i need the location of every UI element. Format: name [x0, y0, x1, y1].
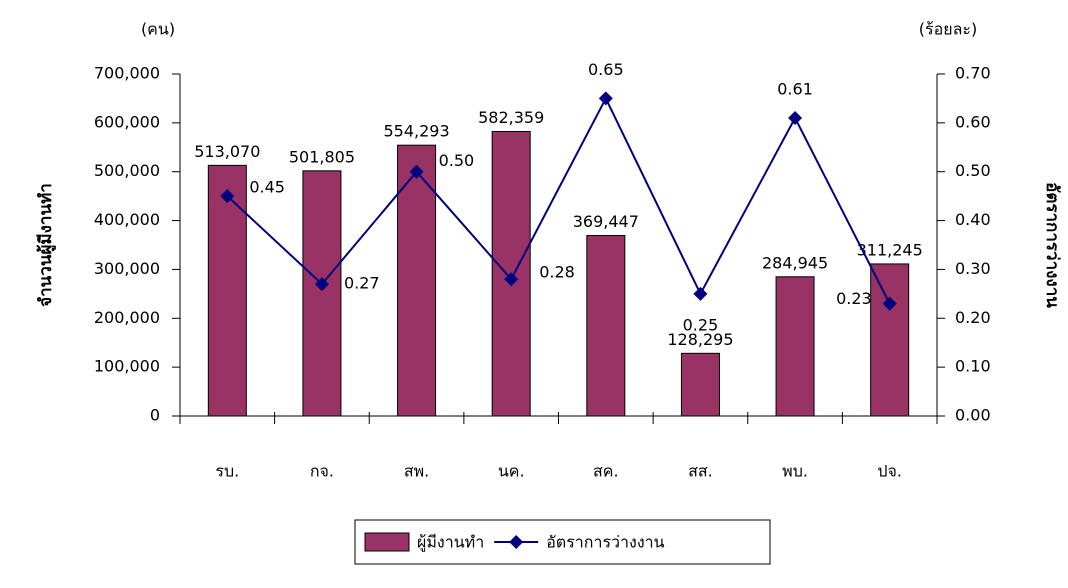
bar-value-label: 128,295 — [667, 330, 733, 349]
line-value-label: 0.28 — [539, 263, 575, 282]
bar-value-label: 311,245 — [857, 240, 923, 259]
line-marker — [409, 164, 424, 179]
y2-tick-label: 0.30 — [955, 259, 991, 278]
line — [226, 96, 891, 305]
bar-value-label: 501,805 — [289, 147, 355, 166]
legend-label: อัตราการว่างงาน — [546, 533, 664, 552]
bar — [397, 144, 437, 417]
line-marker — [882, 296, 897, 311]
line-value-label: 0.61 — [777, 79, 813, 98]
line-marker — [788, 110, 803, 125]
bar — [302, 170, 342, 417]
y-tick-label: 500,000 — [94, 161, 160, 180]
line-value-label: 0.45 — [249, 178, 285, 197]
line-marker — [693, 286, 708, 301]
x-tick-label: รบ. — [215, 462, 239, 481]
y2-unit: (ร้อยละ) — [919, 20, 977, 39]
y-tick-label: 100,000 — [94, 357, 160, 376]
y-tick-label: 200,000 — [94, 308, 160, 327]
y2-tick-label: 0.20 — [955, 308, 991, 327]
bar-value-label: 582,359 — [478, 108, 544, 127]
line-marker — [598, 91, 613, 106]
bar-value-label: 554,293 — [383, 122, 449, 141]
line-value-label: 0.65 — [588, 60, 624, 79]
y-axis-title: จำนวนผู้มีงานทำ — [35, 183, 57, 307]
x-tick-label: นค. — [498, 462, 525, 481]
y2-tick-label: 0.60 — [955, 112, 991, 131]
x-tick-label: สส. — [688, 462, 713, 481]
x-tick-label: กจ. — [310, 462, 334, 481]
bar — [775, 276, 815, 417]
bar-value-label: 369,447 — [573, 212, 639, 231]
line-marker — [314, 277, 329, 292]
y-tick-label: 0 — [150, 406, 160, 425]
y-tick-label: 400,000 — [94, 210, 160, 229]
legend-box — [354, 519, 771, 565]
legend-label: ผู้มีงานทำ — [417, 533, 484, 553]
y-tick-label: 300,000 — [94, 259, 160, 278]
y2-tick-label: 0.70 — [955, 64, 991, 83]
bar — [680, 352, 720, 417]
x-tick-label: ปจ. — [877, 462, 902, 481]
y-tick-label: 600,000 — [94, 112, 160, 131]
x-tick-label: พบ. — [782, 462, 808, 481]
x-tick-label: สพ. — [404, 462, 429, 481]
line-marker — [504, 272, 519, 287]
y2-tick-label: 0.00 — [955, 406, 991, 425]
line-value-label: 0.23 — [836, 289, 872, 308]
line-value-label: 0.27 — [344, 274, 380, 293]
bar-value-label: 513,070 — [194, 142, 260, 161]
bar — [586, 234, 626, 417]
y2-axis-title: อัตราการว่างงาน — [1042, 182, 1062, 308]
y2-tick-label: 0.50 — [955, 161, 991, 180]
legend-swatch — [364, 532, 410, 552]
y-tick-label: 700,000 — [94, 64, 160, 83]
legend-marker — [509, 535, 524, 549]
y2-tick-label: 0.40 — [955, 210, 991, 229]
line-marker — [220, 189, 235, 204]
y2-tick-label: 0.10 — [955, 357, 991, 376]
line-value-label: 0.50 — [439, 151, 475, 170]
x-tick-label: สค. — [593, 462, 619, 481]
bar-value-label: 284,945 — [762, 253, 828, 272]
line-value-label: 0.25 — [683, 315, 719, 334]
bar — [870, 263, 910, 417]
y-unit: (คน) — [141, 20, 175, 39]
